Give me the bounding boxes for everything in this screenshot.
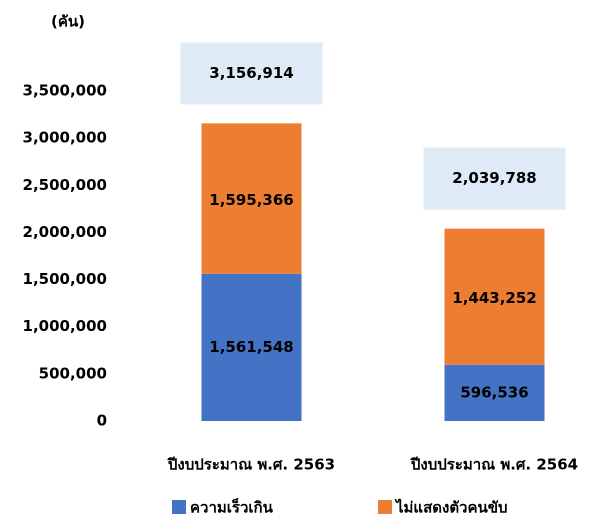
total-box (180, 42, 323, 105)
y-tick-label: 3,500,000 (23, 82, 107, 100)
y-tick-label: 2,000,000 (23, 223, 107, 241)
legend-label: ไม่แสดงตัวคนขับ (394, 498, 508, 517)
y-tick-label: 500,000 (39, 364, 107, 382)
x-tick-label: ปีงบประมาณ พ.ศ. 2563 (167, 456, 335, 474)
y-tick-label: 1,500,000 (23, 270, 107, 288)
x-tick-label: ปีงบประมาณ พ.ศ. 2564 (410, 456, 578, 474)
legend-swatch (378, 500, 392, 514)
bar-segment (201, 273, 302, 421)
y-axis-label: (คัน) (51, 13, 85, 31)
total-label: 3,156,914 (209, 64, 293, 82)
total-box (423, 147, 566, 210)
data-label: 1,595,366 (209, 191, 293, 209)
legend-label: ความเร็วเกิน (190, 498, 274, 517)
bar-segment (201, 123, 302, 274)
data-label: 1,443,252 (452, 289, 536, 307)
y-tick-label: 1,000,000 (23, 317, 107, 335)
bar-segment (444, 228, 545, 365)
data-label: 1,561,548 (209, 338, 293, 356)
legend-swatch (172, 500, 186, 514)
y-tick-label: 3,000,000 (23, 129, 107, 147)
bar-segment (444, 364, 545, 421)
y-tick-label: 0 (97, 412, 107, 430)
data-label: 596,536 (460, 383, 528, 401)
total-label: 2,039,788 (452, 169, 536, 187)
y-tick-label: 2,500,000 (23, 176, 107, 194)
